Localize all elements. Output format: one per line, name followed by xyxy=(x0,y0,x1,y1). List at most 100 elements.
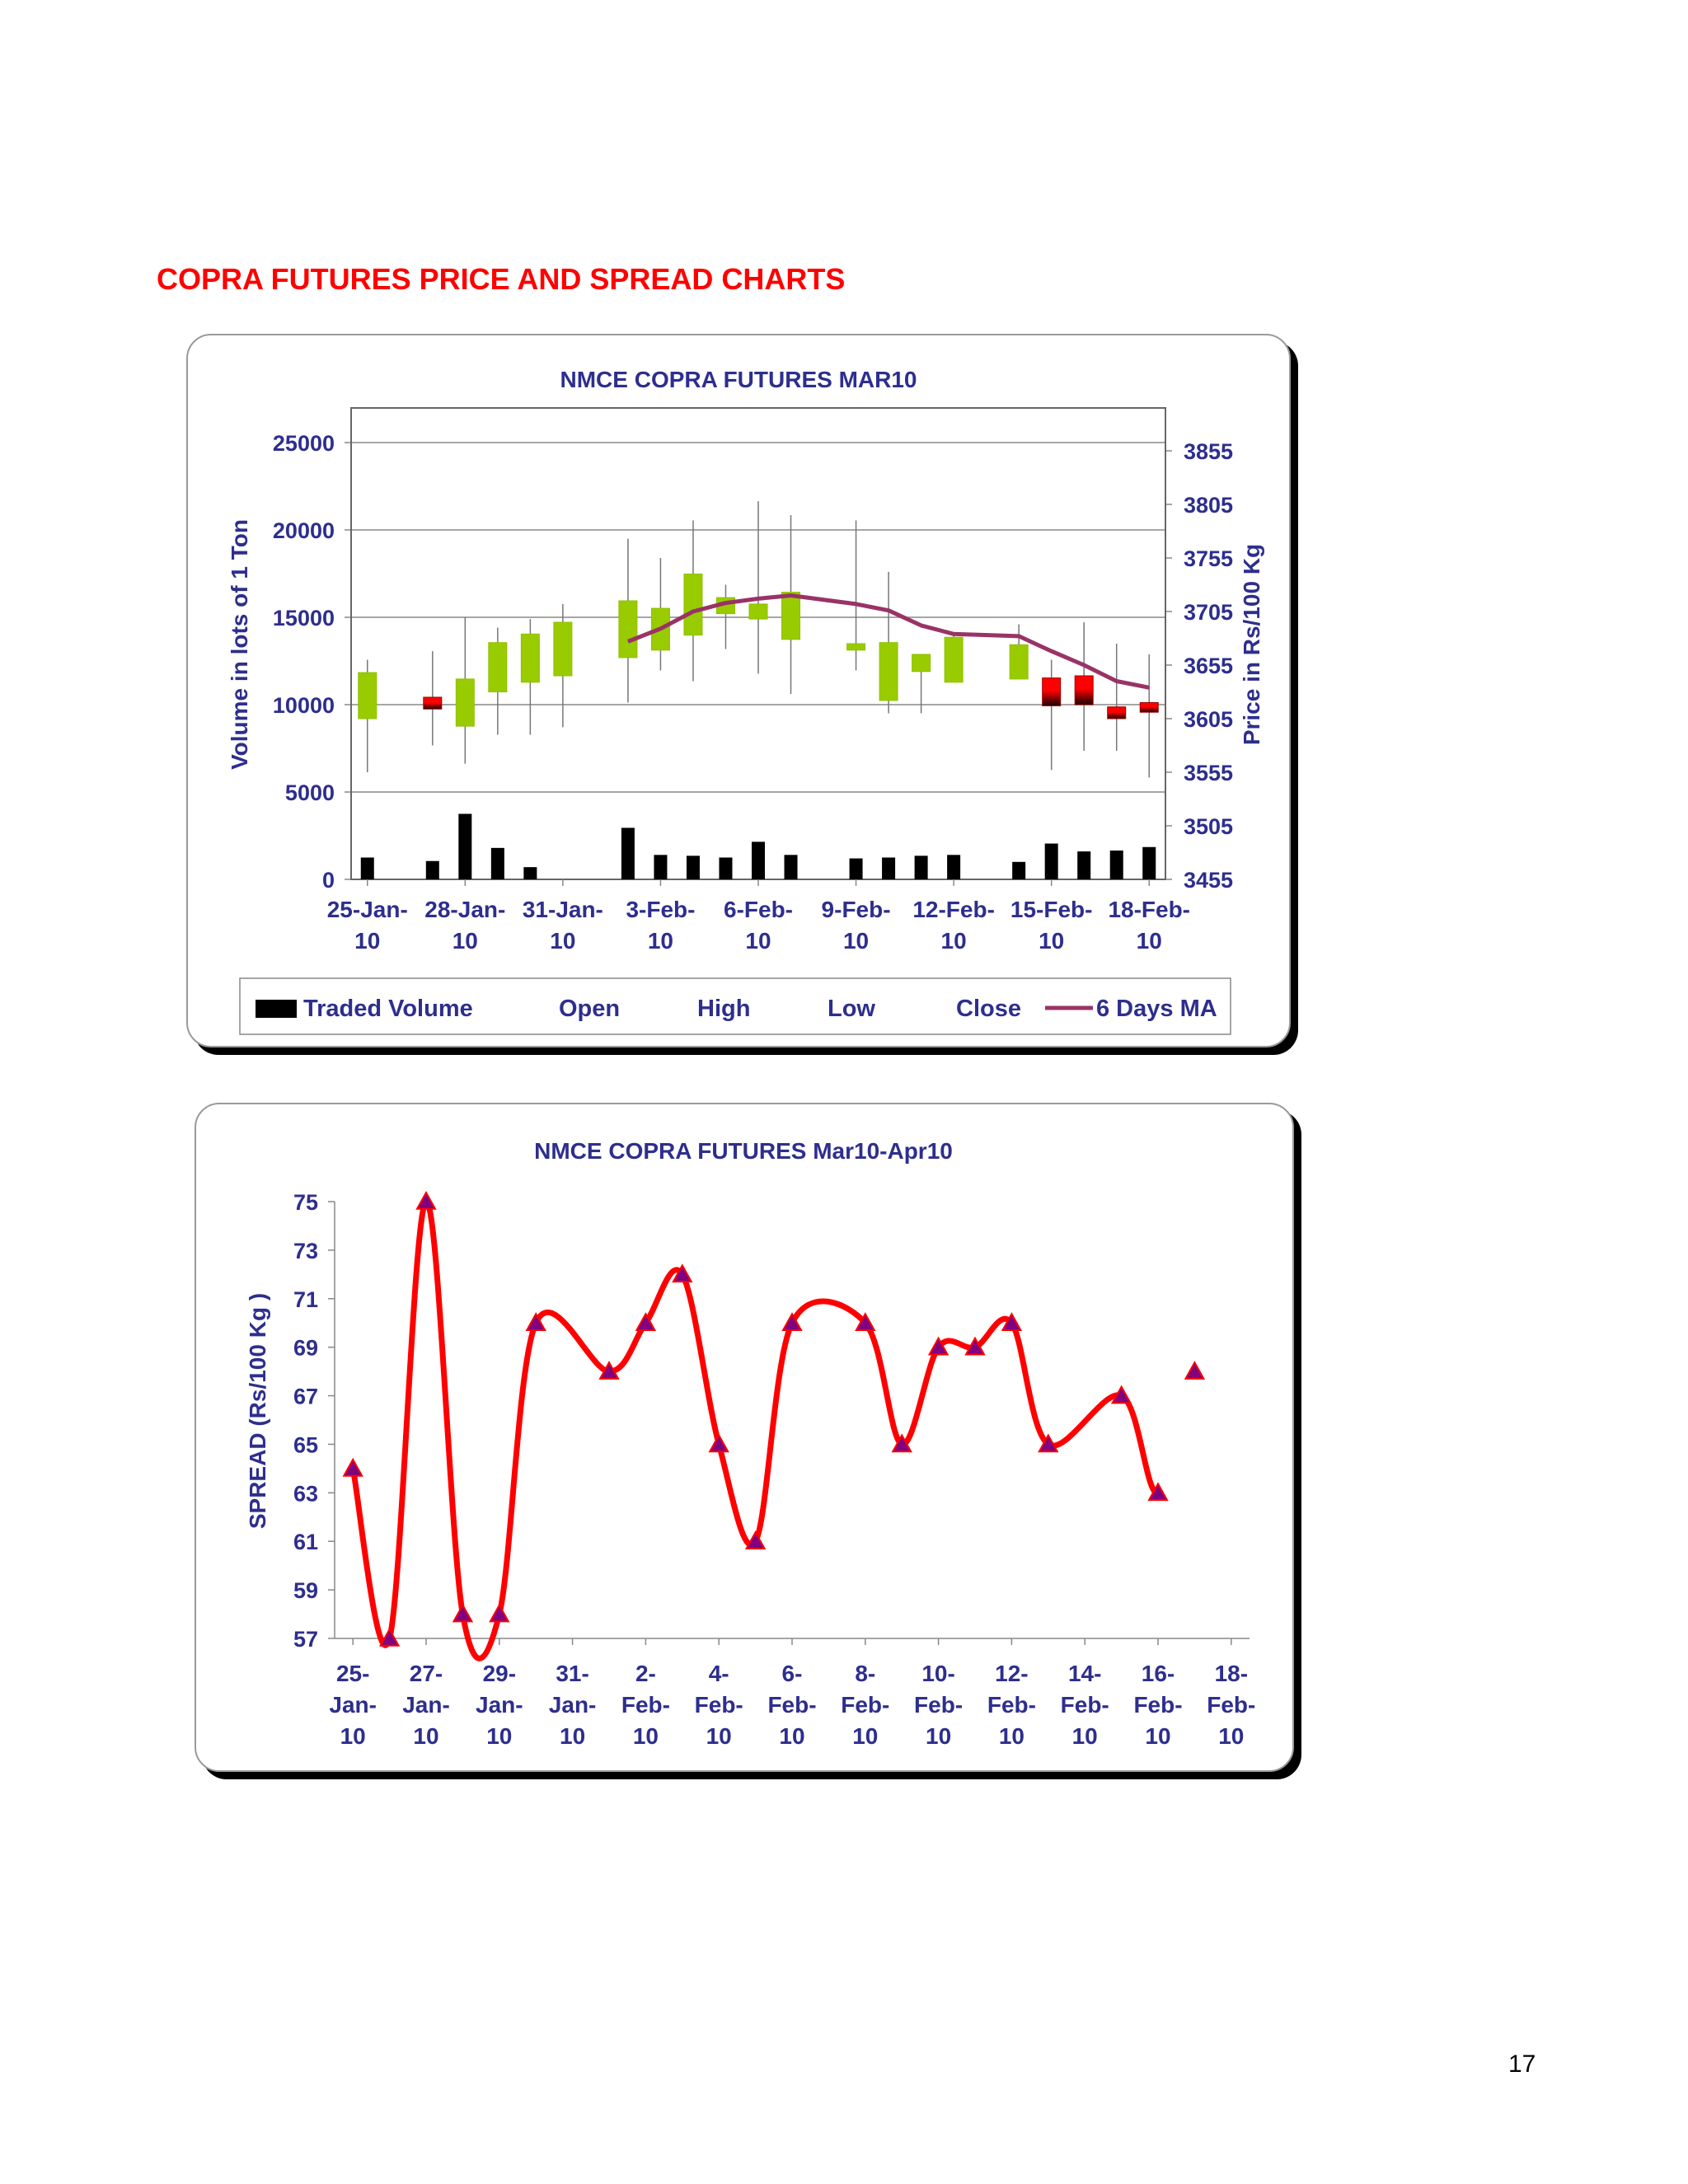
y-right-tick-label: 3505 xyxy=(1184,814,1233,839)
spread-chart-panel: NMCE COPRA FUTURES Mar10-Apr10 SPREAD (Rs… xyxy=(195,1103,1294,1772)
y-left-axis-title: Volume in lots of 1 Ton xyxy=(227,519,252,770)
x-tick-label: 25-Jan- xyxy=(327,897,408,922)
x-tick-label: Feb- xyxy=(914,1692,963,1718)
x-tick-label: 10 xyxy=(486,1723,512,1749)
y-left-tick-label: 25000 xyxy=(273,431,335,456)
y-tick-label: 59 xyxy=(293,1578,318,1603)
x-tick-label: 2- xyxy=(635,1661,656,1686)
y-right-tick-label: 3755 xyxy=(1184,546,1233,571)
x-tick-label: 12-Feb- xyxy=(912,897,995,922)
volume-bar xyxy=(523,867,537,879)
candle-body xyxy=(748,603,768,620)
data-point-marker xyxy=(1038,1433,1059,1453)
spread-line-chart: NMCE COPRA FUTURES Mar10-Apr10 SPREAD (Rs… xyxy=(245,1138,1255,1749)
y-right-tick-label: 3855 xyxy=(1184,439,1233,464)
x-tick-label: 10 xyxy=(1039,928,1064,954)
legend-label: Close xyxy=(956,996,1021,1022)
x-tick-label: 10 xyxy=(1137,928,1162,954)
y-tick-label: 69 xyxy=(293,1336,318,1361)
data-point-marker xyxy=(452,1603,474,1623)
x-tick-label: 10 xyxy=(413,1723,438,1749)
y-tick-label: 75 xyxy=(293,1190,318,1215)
x-tick-label: 10 xyxy=(941,928,967,954)
data-point-marker xyxy=(342,1457,363,1477)
legend-label: Open xyxy=(559,996,620,1022)
x-tick-label: 10 xyxy=(999,1723,1025,1749)
y-right-tick-label: 3655 xyxy=(1184,654,1233,678)
volume-bar xyxy=(1077,851,1091,879)
volume-bar xyxy=(752,841,765,879)
candle-body xyxy=(423,696,443,710)
x-tick-label: 15-Feb- xyxy=(1010,897,1093,922)
volume-bar xyxy=(360,857,374,879)
candle-body xyxy=(1107,706,1127,719)
x-tick-label: 14- xyxy=(1068,1661,1101,1686)
volume-bar xyxy=(1012,861,1026,879)
volume-bar xyxy=(621,827,635,879)
x-tick-label: 31- xyxy=(556,1661,588,1686)
candle-body xyxy=(358,672,377,719)
candle-body xyxy=(944,636,964,683)
x-tick-label: 10 xyxy=(354,928,380,954)
volume-bar xyxy=(1142,846,1156,879)
x-tick-label: Feb- xyxy=(695,1692,743,1718)
volume-bar xyxy=(784,855,798,879)
legend-label: High xyxy=(697,996,750,1022)
x-tick-label: Feb- xyxy=(1061,1692,1109,1718)
y-tick-label: 63 xyxy=(293,1481,318,1506)
y-tick-label: 61 xyxy=(293,1530,318,1554)
candle-body xyxy=(553,621,573,677)
data-point-marker xyxy=(1184,1361,1206,1380)
x-tick-label: 10 xyxy=(452,928,478,954)
x-tick-label: 10 xyxy=(852,1723,878,1749)
legend-label: Low xyxy=(828,996,875,1022)
x-tick-label: 10 xyxy=(1072,1723,1098,1749)
x-tick-label: Feb- xyxy=(1133,1692,1182,1718)
x-tick-label: 29- xyxy=(483,1661,516,1686)
data-point-marker xyxy=(891,1433,912,1453)
candle-body xyxy=(455,678,475,727)
x-tick-label: 4- xyxy=(709,1661,729,1686)
legend-label: 6 Days MA xyxy=(1096,996,1217,1022)
candle-body xyxy=(488,642,508,693)
volume-bar xyxy=(882,857,896,879)
y-left-tick-label: 5000 xyxy=(285,780,335,805)
x-tick-label: 10 xyxy=(926,1723,951,1749)
data-point-marker xyxy=(525,1312,546,1332)
data-point-marker xyxy=(964,1336,986,1356)
volume-bar xyxy=(654,855,668,879)
volume-bar xyxy=(490,847,504,879)
data-point-marker xyxy=(1110,1385,1132,1404)
x-tick-label: Feb- xyxy=(1207,1692,1255,1718)
candle-body xyxy=(1074,675,1094,705)
data-point-marker xyxy=(598,1361,620,1380)
x-tick-label: 16- xyxy=(1142,1661,1175,1686)
y-tick-label: 73 xyxy=(293,1239,318,1263)
volume-bar xyxy=(425,860,439,879)
price-chart-panel: NMCE COPRA FUTURES MAR10 25000 20000 15000 1… xyxy=(186,334,1291,1047)
volume-bar xyxy=(686,855,700,879)
volume-bar xyxy=(914,855,928,879)
data-point-marker xyxy=(744,1530,767,1550)
data-point-marker xyxy=(855,1312,876,1332)
legend: Traded Volume Open High Low Close 6 Days MA xyxy=(239,977,1231,1035)
x-tick-label: Feb- xyxy=(987,1692,1036,1718)
candle-body xyxy=(1042,677,1062,706)
x-tick-label: Feb- xyxy=(621,1692,670,1718)
y-left-tick-label: 15000 xyxy=(273,606,335,630)
x-tick-label: 10 xyxy=(550,928,575,954)
x-tick-label: Jan- xyxy=(476,1692,523,1718)
y-right-tick-label: 3455 xyxy=(1184,868,1233,893)
candle-body xyxy=(618,600,638,658)
y-tick-label: 57 xyxy=(293,1627,318,1652)
chart-title: NMCE COPRA FUTURES Mar10-Apr10 xyxy=(534,1138,953,1164)
x-tick-label: 10 xyxy=(648,928,673,954)
candle-body xyxy=(683,574,703,636)
x-tick-label: 6-Feb- xyxy=(724,897,793,922)
x-tick-label: 10 xyxy=(560,1723,585,1749)
volume-bar xyxy=(849,858,863,879)
data-point-marker xyxy=(708,1433,729,1453)
data-point-marker xyxy=(489,1603,510,1623)
legend-label: Traded Volume xyxy=(303,996,473,1022)
y-right-tick-label: 3705 xyxy=(1184,600,1233,625)
